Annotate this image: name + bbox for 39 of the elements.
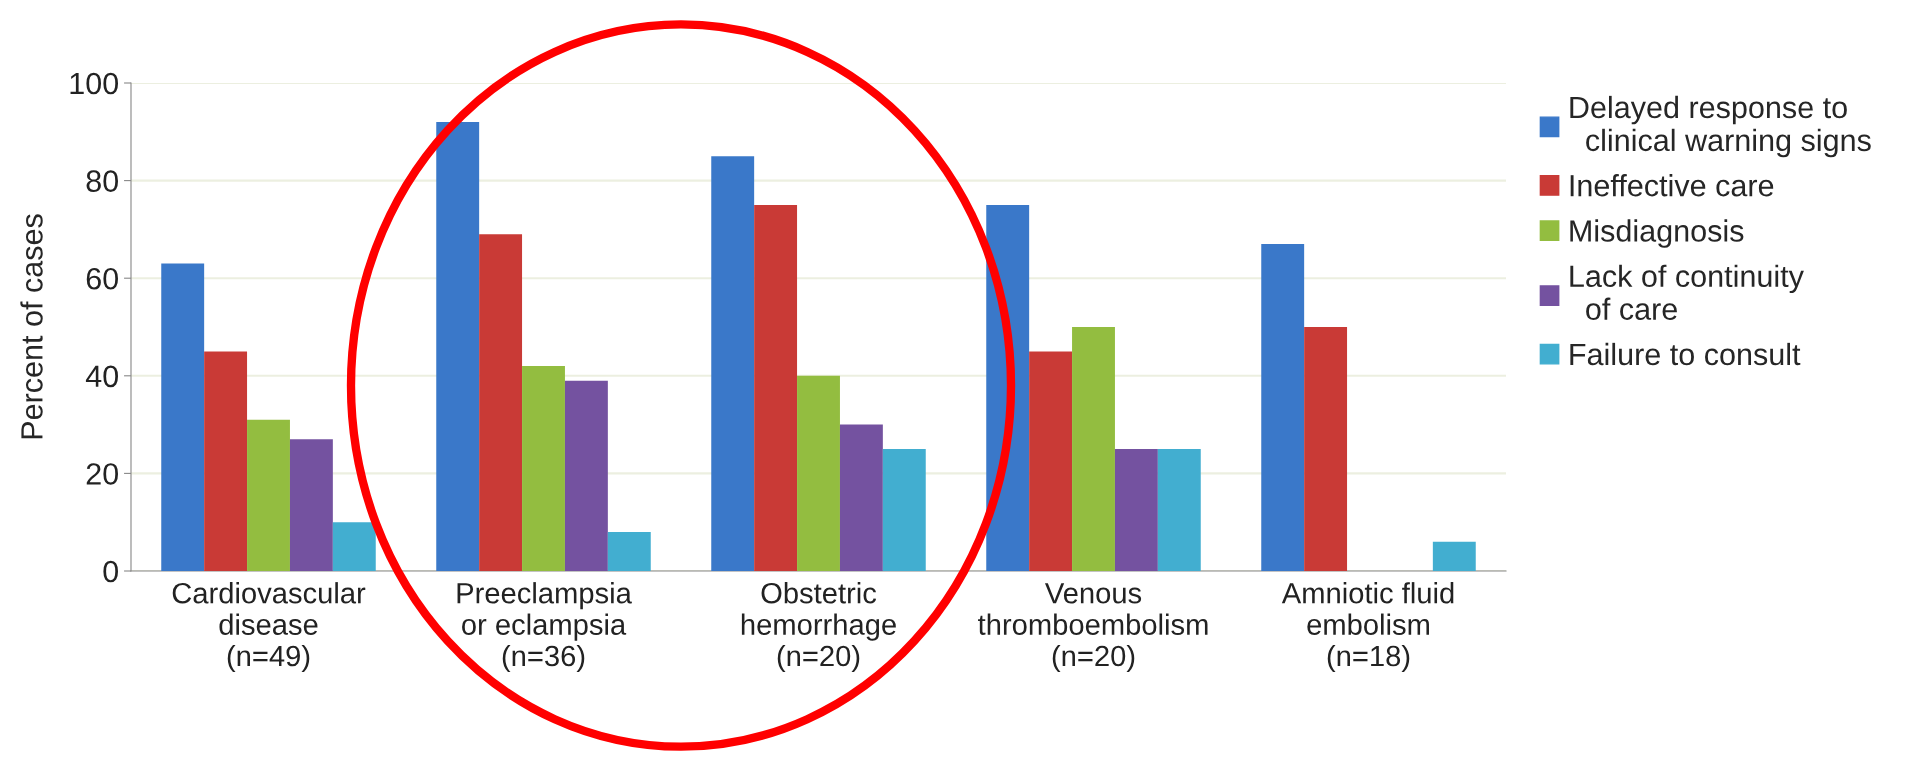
bar: [711, 156, 755, 571]
legend-label: Misdiagnosis: [1570, 219, 1744, 248]
bar: [479, 234, 523, 571]
bar: [289, 439, 333, 571]
bar: [332, 522, 376, 571]
y-axis-title: Percent of cases: [20, 214, 43, 439]
x-tick-label: Preeclampsia or eclampsia (n=36): [457, 582, 632, 673]
x-tick-label: Venous thromboembolism (n=20): [978, 583, 1208, 673]
bar: [839, 424, 883, 571]
bar: [1432, 541, 1476, 571]
bar: [1157, 449, 1201, 571]
bar: [754, 205, 798, 571]
bar: [436, 122, 480, 571]
x-tick-label: Cardiovascular disease (n=49): [172, 582, 366, 673]
bar: [1304, 327, 1348, 571]
x-tick-label: Amniotic fluid embolism (n=18): [1281, 582, 1454, 673]
x-tick-label: Obstetric hemorrhage (n=20): [741, 582, 896, 673]
legend-label: Ineffective care: [1570, 174, 1774, 197]
y-tick-label: 40: [85, 365, 118, 388]
y-tick-label: 20: [86, 463, 118, 485]
y-tick-label: 60: [86, 267, 118, 290]
bar: [1029, 351, 1073, 571]
bar: [1072, 327, 1115, 571]
legend-label: Failure to consult: [1570, 342, 1801, 366]
bar: [161, 263, 205, 571]
bar: [204, 351, 248, 571]
bar: [797, 375, 840, 571]
y-tick-label: 100: [70, 72, 118, 95]
legend-label: Lack of continuity of care: [1570, 264, 1804, 320]
bar: [1261, 244, 1305, 571]
bar: [522, 366, 565, 571]
legend-label: Delayed response to clinical warning signs: [1570, 95, 1871, 158]
bar: [564, 380, 608, 571]
bar: [607, 531, 651, 571]
bar: [882, 449, 926, 571]
y-tick-label: 80: [86, 170, 118, 192]
y-tick-label: 0: [103, 560, 118, 583]
bar: [1114, 449, 1158, 571]
bar: [247, 419, 290, 571]
